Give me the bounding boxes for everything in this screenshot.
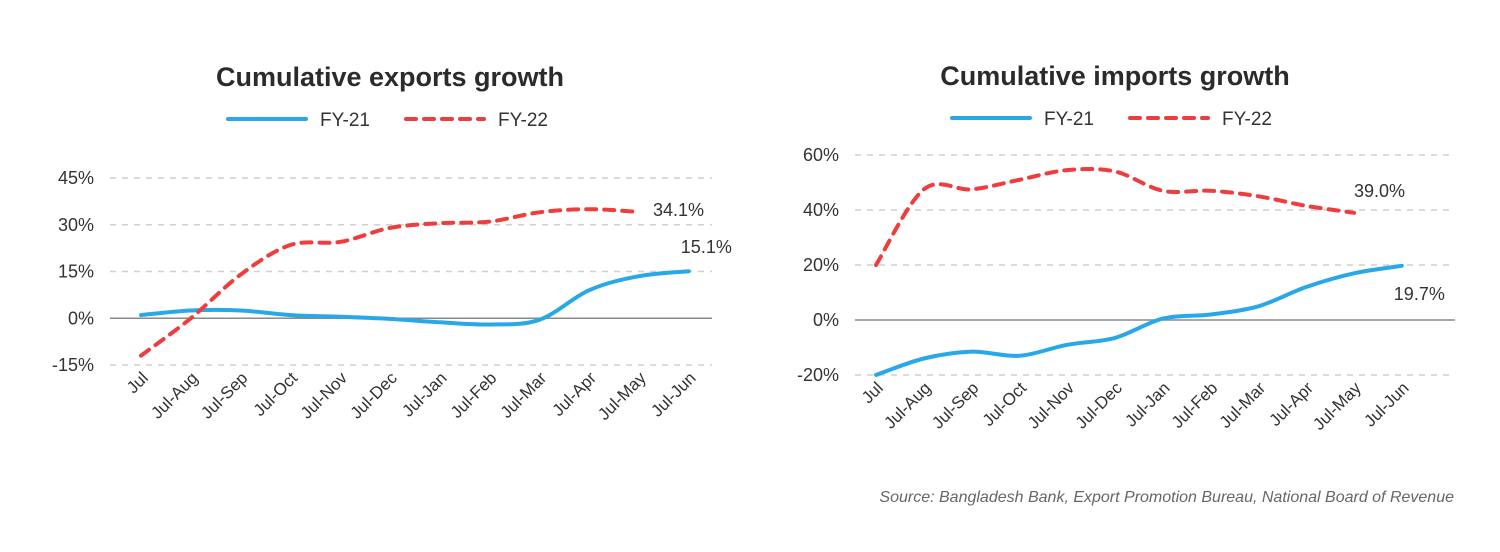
imports-data-label: 19.7% [1394,284,1445,304]
exports-x-tick-label: Jul-Nov [297,368,352,423]
exports-x-tick-label: Jul-Oct [250,368,302,420]
imports-data-label: 39.0% [1354,181,1405,201]
exports-x-tick-label: Jul-Apr [549,368,601,420]
exports-series-fy-21-line [139,269,691,327]
imports-series-fy-22-line [874,167,1356,267]
exports-y-tick-label: 45% [58,168,94,188]
imports-y-tick-label: 60% [803,145,839,165]
imports-chart-svg: Cumulative imports growth FY-21 FY-22 -20% 0… [797,61,1455,434]
exports-y-tick-label: -15% [52,355,94,375]
imports-x-tick-label: Jul [858,378,887,407]
exports-x-tick-label: Jul [123,368,152,397]
exports-x-tick-label: Jul-Sep [197,368,251,422]
imports-x-tick-label: Jul-Apr [1266,378,1318,430]
exports-x-tick-label: Jul-Mar [497,368,551,422]
exports-x-tick-label: Jul-Jun [647,368,699,420]
imports-x-tick-label: Jul-Feb [1168,378,1222,432]
imports-x-tick-label: Jul-Jan [1121,378,1173,430]
imports-x-tick-label: Jul-Mar [1216,378,1270,432]
exports-y-tick-label: 15% [58,262,94,282]
imports-x-tick-label: Jul-Oct [979,378,1031,430]
exports-y-tick-label: 30% [58,215,94,235]
exports-legend-label-1: FY-22 [498,110,548,131]
exports-data-label: 34.1% [653,200,704,220]
imports-x-tick-label: Jul-Sep [928,378,982,432]
imports-x-tick-label: Jul-Jun [1360,378,1412,430]
exports-chart-svg: Cumulative exports growth FY-21 FY-22 -15% 0… [52,62,732,424]
exports-series-fy-22-line [139,207,641,358]
imports-x-tick-label: Jul-Nov [1024,378,1079,433]
exports-x-tick-label: Jul-Jan [398,368,450,420]
exports-chart-title: Cumulative exports growth [216,62,564,92]
imports-chart-title: Cumulative imports growth [940,61,1290,91]
imports-chart: Cumulative imports growth FY-21 FY-22 -20% 0… [750,0,1500,480]
imports-series-fy-21-line [874,263,1404,377]
imports-y-tick-label: 40% [803,200,839,220]
imports-legend-label-1: FY-22 [1222,109,1272,130]
exports-x-tick-label: Jul-May [594,368,650,424]
exports-x-tick-label: Jul-Aug [147,368,201,422]
imports-y-tick-label: 20% [803,255,839,275]
exports-y-tick-label: 0% [68,308,94,328]
exports-chart: Cumulative exports growth FY-21 FY-22 -15% 0… [0,0,750,480]
imports-y-tick-label: 0% [813,310,839,330]
source-note: Source: Bangladesh Bank, Export Promotio… [879,489,1454,506]
exports-legend-label-0: FY-21 [320,110,370,131]
exports-x-tick-label: Jul-Feb [447,368,501,422]
exports-x-tick-label: Jul-Dec [347,368,402,423]
exports-data-label: 15.1% [681,237,732,257]
imports-x-tick-label: Jul-May [1309,378,1365,434]
imports-legend-label-0: FY-21 [1044,109,1094,130]
imports-y-tick-label: -20% [797,365,839,385]
imports-x-tick-label: Jul-Dec [1072,378,1127,433]
imports-x-tick-label: Jul-Aug [880,378,934,432]
